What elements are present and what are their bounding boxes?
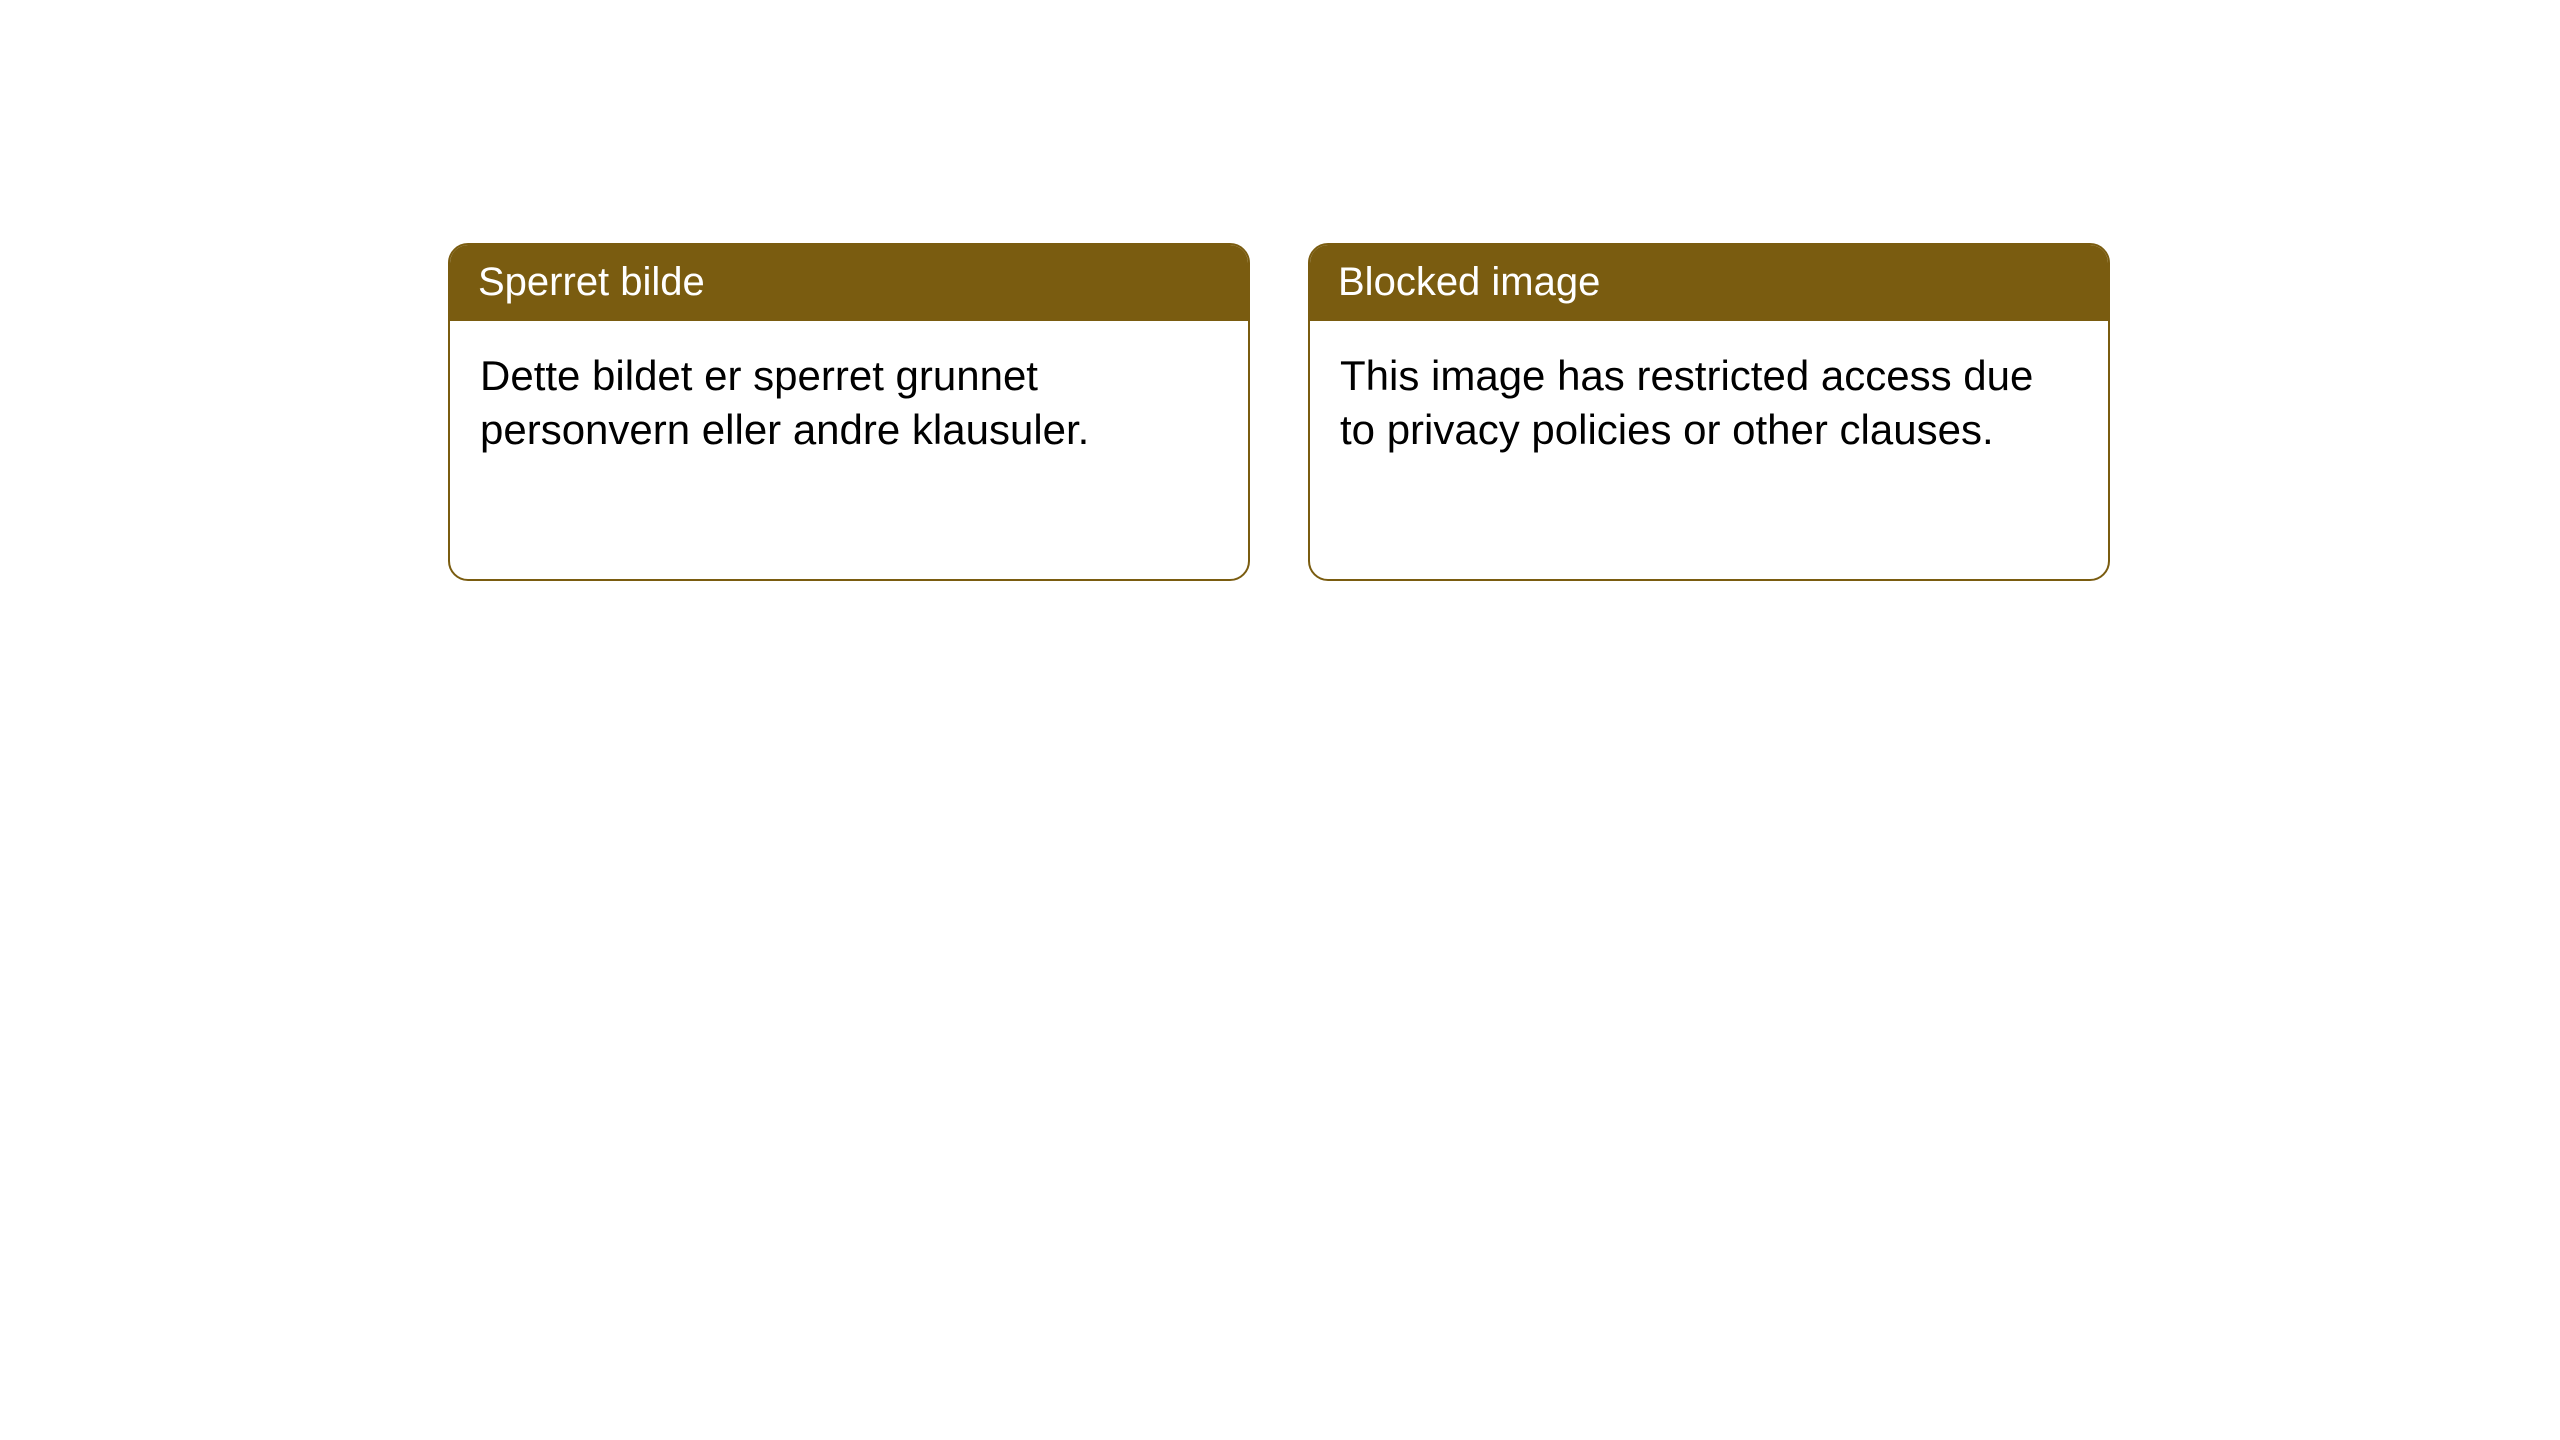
notice-cards-container: Sperret bilde Dette bildet er sperret gr… xyxy=(448,243,2110,581)
notice-card-header: Sperret bilde xyxy=(450,245,1248,321)
notice-card-body: Dette bildet er sperret grunnet personve… xyxy=(450,321,1248,487)
notice-header-text: Blocked image xyxy=(1338,260,1600,304)
notice-header-text: Sperret bilde xyxy=(478,260,705,304)
notice-card-header: Blocked image xyxy=(1310,245,2108,321)
notice-card-english: Blocked image This image has restricted … xyxy=(1308,243,2110,581)
notice-body-text: Dette bildet er sperret grunnet personve… xyxy=(480,352,1089,453)
notice-body-text: This image has restricted access due to … xyxy=(1340,352,2033,453)
notice-card-norwegian: Sperret bilde Dette bildet er sperret gr… xyxy=(448,243,1250,581)
notice-card-body: This image has restricted access due to … xyxy=(1310,321,2108,487)
